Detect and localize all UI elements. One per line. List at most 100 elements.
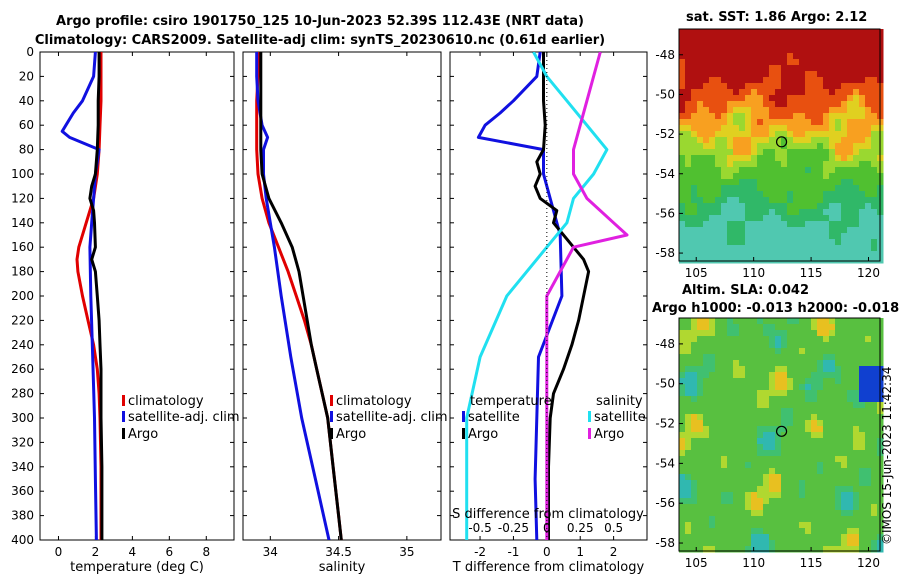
sla_map-cell bbox=[763, 420, 770, 427]
sst_map-cell bbox=[859, 167, 866, 174]
sla_map-cell bbox=[805, 516, 812, 523]
sla_map-cell bbox=[835, 444, 842, 451]
sla_map-cell bbox=[775, 384, 782, 391]
sst_map-cell bbox=[805, 119, 812, 126]
sst_map-cell bbox=[823, 155, 830, 162]
sst_map-cell bbox=[757, 101, 764, 108]
sla_map-cell bbox=[679, 450, 686, 457]
sla_map-cell bbox=[739, 318, 746, 325]
sst_map-cell bbox=[763, 257, 770, 264]
s-difference-tick-label: 0.5 bbox=[604, 521, 623, 535]
sla_map-cell bbox=[853, 438, 860, 445]
sst_map-cell bbox=[721, 143, 728, 150]
sst_map-cell bbox=[775, 257, 782, 264]
sla_map-cell bbox=[787, 360, 794, 367]
sst_map-cell bbox=[685, 89, 692, 96]
sst_map-cell bbox=[679, 137, 686, 144]
sla_map-cell bbox=[853, 522, 860, 529]
sla_map-cell bbox=[715, 444, 722, 451]
sst_map-cell bbox=[691, 95, 698, 102]
sst_map-cell bbox=[865, 131, 872, 138]
sla_map-cell bbox=[751, 534, 758, 541]
sla_map-cell bbox=[805, 498, 812, 505]
sla_map-cell bbox=[781, 384, 788, 391]
sla_map-cell bbox=[709, 462, 716, 469]
sst_map-cell bbox=[721, 131, 728, 138]
sla_map-cell bbox=[739, 528, 746, 535]
sla_map-cell bbox=[715, 492, 722, 499]
sst_map-ytick-label: -58 bbox=[655, 246, 675, 260]
sla_map-cell bbox=[793, 468, 800, 475]
sla_map-cell bbox=[841, 462, 848, 469]
sla_map-cell bbox=[805, 324, 812, 331]
sst_map-cell bbox=[775, 35, 782, 42]
sst_map-cell bbox=[853, 71, 860, 78]
sst_map-cell bbox=[787, 113, 794, 120]
sst_map-cell bbox=[829, 131, 836, 138]
sst_map-cell bbox=[691, 113, 698, 120]
sla_map-cell bbox=[829, 396, 836, 403]
sla_map-cell bbox=[781, 444, 788, 451]
sla_map-cell bbox=[811, 468, 818, 475]
sst_map-cell bbox=[829, 245, 836, 252]
sla_map-cell bbox=[751, 522, 758, 529]
sst_map-cell bbox=[703, 191, 710, 198]
sst_map-cell bbox=[763, 215, 770, 222]
sst_map-cell bbox=[841, 35, 848, 42]
sla_map-cell bbox=[835, 498, 842, 505]
sla_map-cell bbox=[799, 480, 806, 487]
sst_map-cell bbox=[847, 203, 854, 210]
sla_map-cell bbox=[763, 402, 770, 409]
sla_map-cell bbox=[709, 510, 716, 517]
sst_map-cell bbox=[847, 131, 854, 138]
sst_map-cell bbox=[841, 77, 848, 84]
sst_map-cell bbox=[691, 197, 698, 204]
sla_map-cell bbox=[727, 390, 734, 397]
sla_map-cell bbox=[835, 528, 842, 535]
sla_map-cell bbox=[739, 348, 746, 355]
sst_map-cell bbox=[829, 53, 836, 60]
sst_map-cell bbox=[787, 155, 794, 162]
sla_map-cell bbox=[775, 474, 782, 481]
legend-t-satellite-label: satellite-adj. clim bbox=[128, 410, 240, 425]
sla_map-cell bbox=[679, 366, 686, 373]
sst_map-cell bbox=[745, 155, 752, 162]
sla_map-cell bbox=[679, 534, 686, 541]
sst_map-cell bbox=[823, 203, 830, 210]
sla_map-cell bbox=[871, 414, 878, 421]
sst_map-cell bbox=[727, 53, 734, 60]
sst_map-cell bbox=[757, 215, 764, 222]
sst_map-cell bbox=[691, 161, 698, 168]
sst_map-cell bbox=[841, 161, 848, 168]
sst_map-cell bbox=[727, 101, 734, 108]
sst_map-cell bbox=[799, 83, 806, 90]
sst_map-cell bbox=[811, 35, 818, 42]
sst_map-cell bbox=[847, 143, 854, 150]
sla_map-cell bbox=[781, 492, 788, 499]
sla_map-cell bbox=[817, 444, 824, 451]
sst_map-cell bbox=[859, 101, 866, 108]
sla_map-cell bbox=[799, 444, 806, 451]
sst_map-cell bbox=[871, 95, 878, 102]
sst_map-cell bbox=[817, 35, 824, 42]
sst_map-cell bbox=[739, 233, 746, 240]
sst_map-cell bbox=[829, 197, 836, 204]
sst_map-cell bbox=[859, 41, 866, 48]
sla_map-cell bbox=[811, 516, 818, 523]
sla_map-cell bbox=[859, 426, 866, 433]
sst_map-cell bbox=[745, 35, 752, 42]
sla-map: 105 110 115 120-48-50-52-54-56-58 bbox=[655, 317, 884, 570]
sla_map-cell bbox=[739, 468, 746, 475]
sst_map-cell bbox=[817, 167, 824, 174]
sst_map-cell bbox=[721, 47, 728, 54]
sla_map-cell bbox=[691, 366, 698, 373]
sst_map-cell bbox=[847, 47, 854, 54]
sst_map-cell bbox=[703, 155, 710, 162]
sst_map-cell bbox=[715, 161, 722, 168]
sst_map-cell bbox=[739, 95, 746, 102]
sst_map-cell bbox=[733, 143, 740, 150]
sla_map-cell bbox=[715, 516, 722, 523]
sst_map-cell bbox=[781, 173, 788, 180]
sst_map-cell bbox=[715, 77, 722, 84]
sla_map-cell bbox=[721, 360, 728, 367]
